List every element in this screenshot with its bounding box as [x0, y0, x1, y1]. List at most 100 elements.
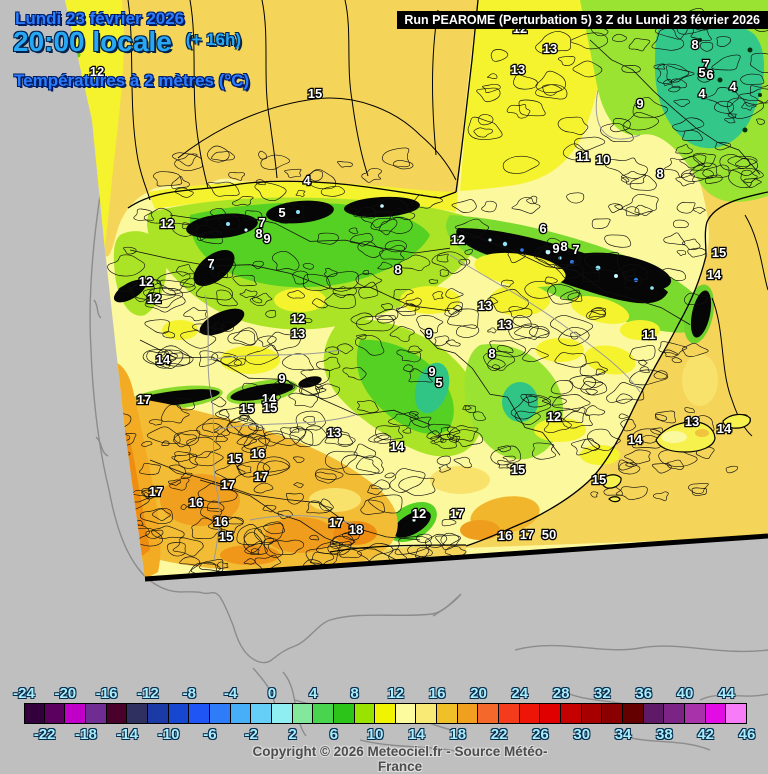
local-time: 20:00 locale: [13, 26, 172, 57]
scale-tick-label: -12: [137, 685, 159, 702]
scale-cell: [456, 703, 479, 724]
temp-label: 7: [258, 215, 265, 230]
scale-tick-label: -20: [54, 685, 77, 702]
temp-label: 17: [149, 484, 163, 499]
temp-label: 5: [435, 375, 442, 390]
run-info-banner: Run PEAROME (Perturbation 5) 3 Z du Lund…: [397, 11, 768, 29]
scale-cell: [24, 703, 45, 724]
scale-cell: [622, 703, 644, 724]
temp-label: 14: [717, 421, 732, 436]
scale-cell: [43, 703, 66, 724]
scale-tick-label: 22: [490, 726, 508, 743]
scale-tick-label: 46: [738, 726, 756, 743]
temp-label: 13: [685, 414, 699, 429]
scale-cell: [332, 703, 355, 724]
scale-tick-label: 4: [309, 685, 318, 702]
temp-label: 15: [219, 529, 233, 544]
temp-label: 9: [278, 371, 285, 386]
temp-label: 9: [636, 96, 643, 111]
temp-label: 4: [303, 173, 311, 188]
scale-tick-label: -24: [13, 685, 35, 702]
parameter-title: Températures à 2 mètres (°C): [14, 71, 250, 90]
scale-tick-label: -4: [223, 685, 238, 702]
temp-label: 12: [412, 506, 426, 521]
temp-label: 4: [729, 79, 737, 94]
scale-cell: [374, 703, 396, 724]
scale-cell: [167, 703, 190, 724]
scale-tick-label: 10: [366, 726, 384, 743]
temp-label: 14: [628, 432, 643, 447]
scale-tick-label: 28: [552, 685, 570, 702]
temp-label: 6: [706, 67, 713, 82]
scale-tick-label: 36: [635, 685, 653, 702]
temp-label: 15: [712, 245, 726, 260]
scale-tick-label: 24: [511, 685, 529, 702]
temp-label: 13: [511, 62, 525, 77]
temp-label: 16: [214, 514, 228, 529]
scale-cell: [229, 703, 252, 724]
time-label: 20:00 locale (+ 16h): [13, 26, 241, 58]
scale-tick-label: 20: [470, 685, 487, 702]
temp-label: 12: [451, 232, 465, 247]
scale-tick-label: -10: [157, 726, 180, 743]
temp-label: 9: [425, 326, 432, 341]
scale-tick-label: 44: [717, 685, 735, 702]
temp-label: 8: [656, 166, 663, 181]
temp-label: 15: [592, 472, 606, 487]
temp-label: 14: [390, 439, 405, 454]
scale-tick-label: 14: [408, 726, 425, 743]
temp-label: 8: [394, 262, 401, 277]
temp-label: 7: [702, 57, 709, 72]
scale-cell: [146, 703, 169, 724]
temp-label: 14: [156, 352, 171, 367]
temp-label: 9: [428, 364, 435, 379]
contour-lines: [107, 8, 768, 579]
temp-label: 17: [450, 506, 464, 521]
temp-label: 9: [552, 241, 559, 256]
scale-tick-label: 42: [697, 726, 715, 743]
copyright-text: Copyright © 2026 Meteociel.fr - Source M…: [252, 744, 548, 774]
temp-label: 13: [543, 41, 557, 56]
date-label: Lundi 23 février 2026: [15, 9, 185, 28]
temp-label: 13: [327, 425, 341, 440]
temp-label: 15: [263, 400, 277, 415]
temp-label: 17: [520, 527, 534, 542]
scale-tick-label: 16: [428, 685, 446, 702]
scale-cell: [312, 703, 334, 724]
scale-tick-label: -8: [182, 685, 196, 702]
temp-label: 50: [542, 527, 556, 542]
scale-cell: [684, 703, 706, 724]
scale-tick-label: 34: [614, 726, 632, 743]
temp-label: 5: [278, 205, 285, 220]
temp-label: 13: [498, 317, 512, 332]
scale-cell: [126, 703, 148, 724]
scale-cell: [415, 703, 438, 724]
temp-label: 11: [642, 327, 656, 342]
scale-tick-label: 12: [387, 685, 405, 702]
scale-cell: [250, 703, 272, 724]
scale-tick-label: 30: [573, 726, 591, 743]
scale-cell: [601, 703, 624, 724]
temp-label: 13: [478, 298, 492, 313]
temp-label: 17: [329, 515, 343, 530]
scale-tick-label: -16: [95, 685, 118, 702]
coastlines: [127, 0, 768, 553]
temp-label: 5: [698, 65, 705, 80]
balearic-islands: [601, 413, 751, 503]
temp-label: 12: [291, 311, 305, 326]
temp-label: 12: [147, 291, 161, 306]
scale-cell: [642, 703, 665, 724]
temp-label: 12: [160, 216, 174, 231]
temp-label: 12: [90, 64, 104, 79]
scale-tick-label: 32: [594, 685, 611, 702]
scale-cell: [188, 703, 210, 724]
temp-label: 12: [139, 274, 153, 289]
temp-label: 13: [291, 326, 305, 341]
scale-cell: [291, 703, 314, 724]
scale-cell: [725, 703, 747, 724]
temp-label: 12: [547, 409, 561, 424]
scale-cell: [270, 703, 293, 724]
scale-cell: [64, 703, 86, 724]
